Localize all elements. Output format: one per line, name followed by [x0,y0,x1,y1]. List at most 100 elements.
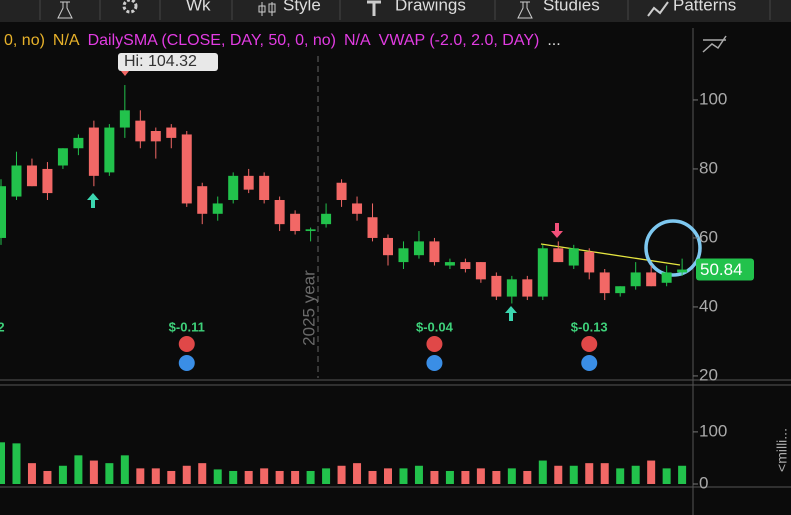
last-price-box [696,258,754,281]
candle-body [274,199,285,225]
earnings-icon [581,336,598,352]
candle-body [166,127,177,138]
candle-body [290,213,301,232]
volume-bar [368,470,377,484]
candle-body [0,186,6,238]
candle-body [444,262,455,266]
volume-bar [353,463,362,484]
candle-body [383,237,393,256]
candle-body [537,248,548,297]
candle-body [336,182,347,200]
volume-bar [476,468,485,484]
toolbar-button[interactable]: Wk [186,0,211,14]
year-label: 2025 year [299,270,318,346]
volume-tick-label: 100 [699,421,727,440]
candle-body [150,130,161,142]
y-tick-label: 60 [699,227,718,246]
trend-line [540,243,681,266]
candle-body [630,272,641,287]
volume-bar [662,468,671,484]
study-icon[interactable] [702,35,727,53]
toolbar-icon [258,2,276,16]
volume-bar [58,465,67,484]
volume-bar [384,468,392,484]
signal-arrow [551,223,563,238]
toolbar-icon [517,1,533,19]
toolbar [0,0,791,22]
candle-body [42,168,53,194]
candle-body [615,286,626,294]
volume-bar [554,465,563,484]
volume-bar [213,469,222,484]
volume-bar [182,465,191,484]
volume-bar [151,468,160,484]
candle-body [429,241,440,263]
volume-bar [260,468,269,484]
y-tick-label: 100 [699,89,727,108]
volume-bar [616,468,625,484]
study-bar [0,28,693,56]
highlight-circle [644,219,702,277]
candle-body [197,186,208,214]
toolbar-button[interactable]: Patterns [673,0,736,14]
volume-bar [244,470,253,484]
toolbar-icon [647,1,669,17]
candle-body [646,272,657,287]
volume-tick-label: 0 [699,473,708,492]
volume-bar [678,465,687,484]
volume-bar [600,463,609,484]
candle-body [413,241,424,256]
dividend-label: $-0.13 [571,319,608,334]
high-label-box [118,53,218,71]
candle-body [460,262,471,269]
volume-bar [27,463,36,484]
candle-body [135,120,146,142]
study-label[interactable]: ... [547,32,561,49]
volume-bar [198,463,207,484]
volume-bar [647,460,656,484]
toolbar-button[interactable]: Style [283,0,321,14]
volume-bar [337,465,346,484]
volume-bar [275,470,284,484]
volume-bar [229,470,238,484]
volume-bar [399,468,408,484]
study-label[interactable]: N/A [344,32,371,49]
volume-bar [0,442,5,484]
study-list: 0, no) N/A DailySMA (CLOSE, DAY, 50, 0, no… [4,32,561,50]
volume-bar [12,443,21,484]
signal-arrow [87,193,99,208]
dividend-label: $-0.04 [416,319,454,334]
study-label[interactable]: VWAP (-2.0, 2.0, DAY) [378,32,540,49]
study-label[interactable]: DailySMA (CLOSE, DAY, 50, 0, no) [87,32,336,49]
toolbar-button[interactable]: Studies [543,0,600,14]
candle-body [506,279,517,297]
volume-label: <milli... [774,428,790,472]
candle-body [553,248,564,263]
volume-bar [445,470,454,484]
toolbar-button[interactable]: Drawings [395,0,466,14]
volume-bar [120,455,129,484]
volume-bar [631,465,640,484]
candle-body [181,134,192,204]
volume-bar [74,455,83,484]
study-label[interactable]: 0, no) [4,32,45,49]
y-tick-label: 80 [699,158,718,177]
candle-body [212,203,223,214]
earnings-icon [178,336,195,352]
info-icon [426,355,443,371]
y-tick-label: 20 [699,365,718,384]
dividend-label: $-0.11 [169,319,205,334]
volume-bar [414,465,423,484]
study-label[interactable]: N/A [52,32,80,49]
volume-bar [585,463,594,484]
candle-body [26,165,37,187]
volume-bar [105,463,114,484]
volume-bar [136,468,145,484]
candle-body [522,279,533,297]
volume-bar [538,460,547,484]
candle-body [352,203,363,214]
info-icon [581,355,598,371]
candle-body [677,269,688,273]
volume-bar [167,470,176,484]
